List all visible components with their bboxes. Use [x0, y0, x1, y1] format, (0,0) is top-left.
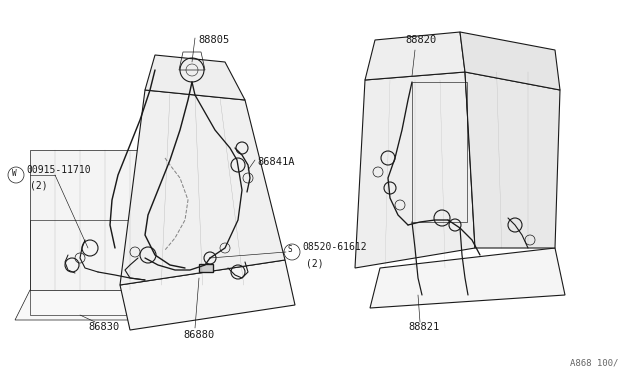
- Polygon shape: [355, 72, 475, 268]
- Polygon shape: [120, 260, 295, 330]
- Text: (2): (2): [30, 181, 47, 191]
- Text: (2): (2): [306, 258, 324, 268]
- Text: 88821: 88821: [408, 322, 439, 332]
- Text: 88805: 88805: [198, 35, 229, 45]
- Text: 00915-11710: 00915-11710: [26, 165, 91, 175]
- Text: W: W: [12, 169, 16, 177]
- Polygon shape: [15, 290, 170, 320]
- Text: S: S: [288, 246, 292, 254]
- Text: 86880: 86880: [183, 330, 214, 340]
- Polygon shape: [120, 90, 285, 285]
- Text: 88820: 88820: [405, 35, 436, 45]
- Polygon shape: [365, 32, 465, 80]
- Polygon shape: [30, 150, 155, 290]
- Polygon shape: [370, 248, 565, 308]
- Bar: [199, 264, 213, 272]
- Polygon shape: [145, 55, 245, 100]
- Text: 08520-61612: 08520-61612: [302, 242, 367, 252]
- Polygon shape: [465, 72, 560, 248]
- Text: 86841A: 86841A: [257, 157, 294, 167]
- Text: 86830: 86830: [88, 322, 119, 332]
- Bar: [412, 82, 467, 222]
- Text: A868 100/: A868 100/: [570, 358, 618, 367]
- Polygon shape: [460, 32, 560, 90]
- Bar: [30, 220, 160, 315]
